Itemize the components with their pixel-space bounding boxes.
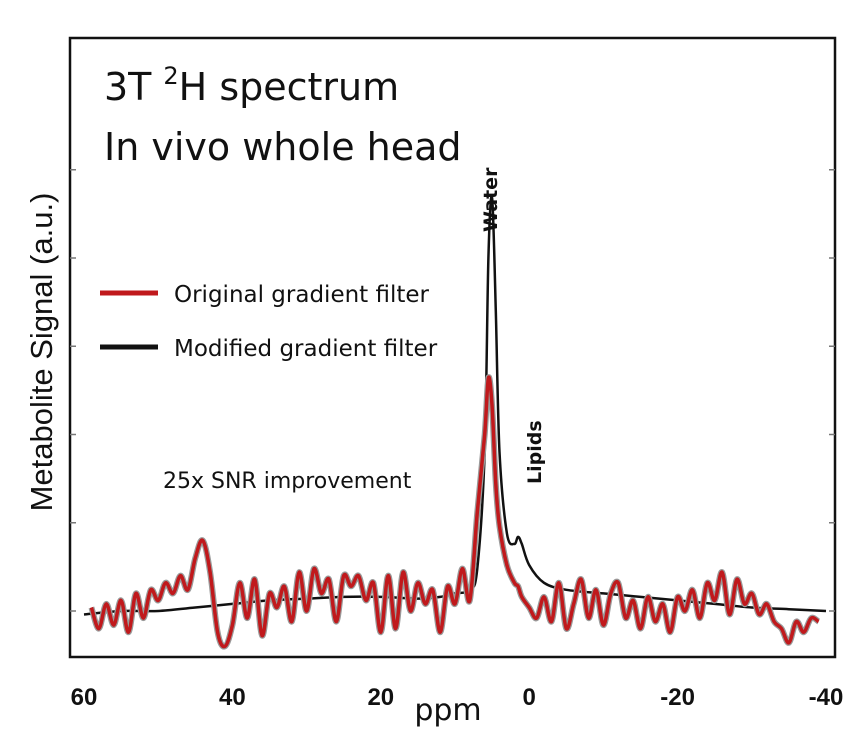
- legend: Original gradient filter Modified gradie…: [100, 282, 438, 362]
- x-axis-label: ppm: [414, 693, 481, 728]
- y-axis-label: Metabolite Signal (a.u.): [24, 193, 59, 512]
- x-tick-label: -40: [809, 684, 844, 711]
- x-ticks: 60 40 20 0 -20 -40: [71, 684, 844, 711]
- x-tick-label: 0: [523, 684, 536, 711]
- snr-annotation: 25x SNR improvement: [163, 469, 412, 494]
- chart-subtitle: In vivo whole head: [104, 125, 462, 169]
- chart-title: 3T 2H spectrum: [104, 62, 399, 109]
- water-peak-label: Water: [480, 167, 502, 232]
- lipids-peak-label: Lipids: [524, 420, 546, 484]
- x-tick-label: -20: [660, 684, 695, 711]
- x-tick-label: 60: [71, 684, 98, 711]
- series-layer: [83, 195, 827, 650]
- legend-label-modified: Modified gradient filter: [174, 336, 438, 362]
- x-tick-label: 40: [219, 684, 246, 711]
- plot-frame: [68, 36, 837, 659]
- y-ticks: [70, 169, 835, 612]
- series-line-original: [89, 375, 820, 649]
- legend-label-original: Original gradient filter: [174, 282, 430, 308]
- x-tick-label: 20: [367, 684, 394, 711]
